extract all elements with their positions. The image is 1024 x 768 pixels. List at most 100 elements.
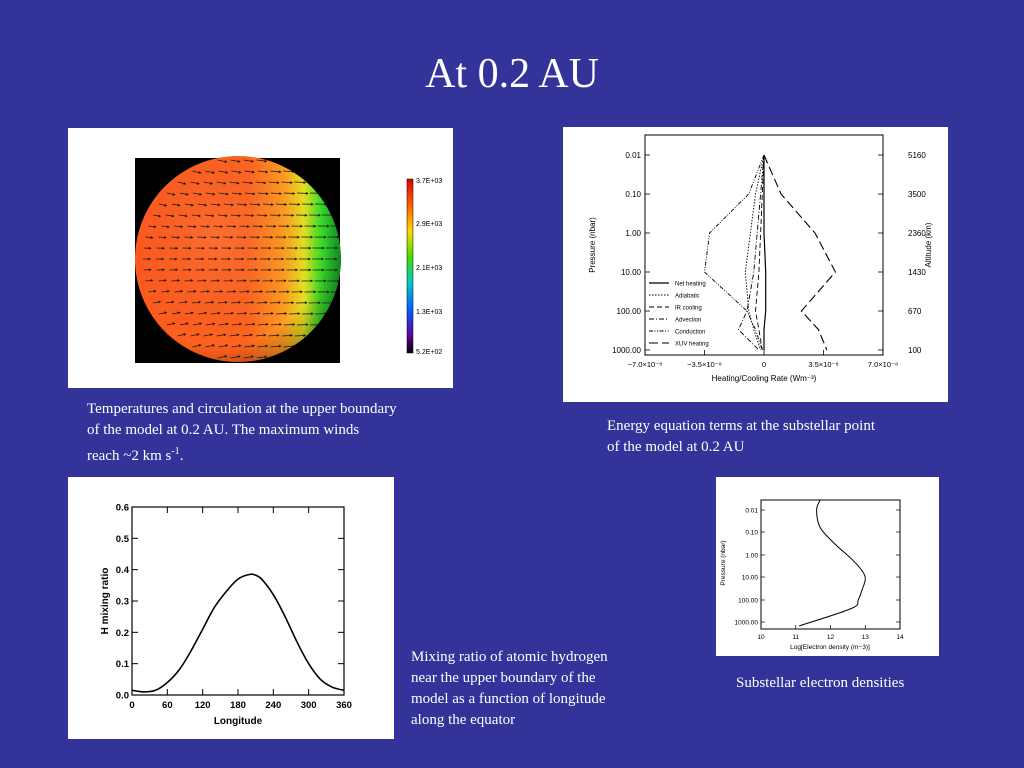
wind-arrowhead xyxy=(277,301,281,305)
wind-arrowhead xyxy=(303,181,307,184)
wind-arrowhead xyxy=(276,333,280,337)
mixing-caption: Mixing ratio of atomic hydrogen near the… xyxy=(411,647,671,731)
wind-arrowhead xyxy=(281,257,285,261)
legend-label: IR cooling xyxy=(675,306,702,312)
wind-arrow xyxy=(192,170,201,174)
wind-arrowhead xyxy=(223,333,227,337)
wind-arrowhead xyxy=(180,225,184,229)
wind-arrowhead xyxy=(227,257,231,261)
wind-arrow xyxy=(249,203,260,206)
wind-arrowhead xyxy=(257,203,261,207)
wind-arrowhead xyxy=(273,224,277,228)
wind-arrowhead xyxy=(211,171,216,174)
wind-arrowhead xyxy=(317,213,321,217)
y-axis-label: Pressure (nbar) xyxy=(720,540,727,585)
wind-arrow xyxy=(158,203,167,206)
wind-arrowhead xyxy=(265,344,269,348)
wind-arrowhead xyxy=(201,246,205,250)
wind-arrowhead xyxy=(228,268,232,272)
x-tick-label: 12 xyxy=(827,634,835,641)
wind-arrow xyxy=(239,225,249,227)
wind-arrowhead xyxy=(313,290,317,294)
wind-arrowhead xyxy=(264,301,268,304)
y-tick-label: 0.3 xyxy=(116,597,129,608)
wind-arrow xyxy=(255,334,266,337)
y-tick-label-right: 1430 xyxy=(908,268,926,277)
wind-arrow xyxy=(281,334,293,337)
wind-arrowhead xyxy=(190,279,194,282)
wind-vectors xyxy=(143,159,341,359)
wind-arrowhead xyxy=(278,344,282,348)
y-tick-label: 100.00 xyxy=(738,598,758,605)
wind-arrowhead xyxy=(340,224,341,228)
temperature-map-panel: 3.7E+03 2.9E+03 2.1E+03 1.3E+03 5.2E+02 xyxy=(68,128,453,388)
wind-arrowhead xyxy=(321,246,325,250)
wind-arrowhead xyxy=(257,279,260,283)
y-tick-label: 1000.00 xyxy=(612,346,641,355)
wind-arrow xyxy=(190,181,200,185)
wind-arrowhead xyxy=(300,290,304,294)
y-tick-label: 0.1 xyxy=(116,659,130,670)
wind-arrowhead xyxy=(166,225,170,229)
wind-arrowhead xyxy=(161,246,165,250)
wind-arrowhead xyxy=(243,279,247,283)
x-axis-ticks: 10 11 12 13 14 xyxy=(757,625,904,641)
series-line xyxy=(763,154,837,351)
wind-arrow xyxy=(158,312,167,315)
wind-arrowhead xyxy=(292,323,296,326)
wind-arrowhead xyxy=(212,322,216,326)
wind-arrowhead xyxy=(292,192,296,195)
wind-arrowhead xyxy=(225,192,229,196)
wind-arrowhead xyxy=(286,224,290,228)
x-tick-label: 240 xyxy=(265,700,281,711)
wind-arrowhead xyxy=(308,246,312,250)
wind-arrowhead xyxy=(326,224,330,228)
colorbar-tick: 1.3E+03 xyxy=(416,309,442,316)
wind-arrowhead xyxy=(211,344,216,347)
x-tick-label: −3.5×10⁻⁸ xyxy=(687,360,722,369)
wind-arrowhead xyxy=(175,246,179,250)
wind-arrowhead xyxy=(237,159,241,163)
caption-superscript: -1 xyxy=(171,446,180,457)
wind-arrowhead xyxy=(250,333,254,337)
caption-text: . xyxy=(179,448,184,464)
wind-arrowhead xyxy=(305,191,309,195)
wind-arrow xyxy=(205,323,215,326)
wind-arrowhead xyxy=(291,213,295,217)
wind-arrowhead xyxy=(296,235,300,239)
wind-arrow xyxy=(283,324,295,326)
colorbar-ticks: 3.7E+03 2.9E+03 2.1E+03 1.3E+03 5.2E+02 xyxy=(416,178,442,356)
wind-arrowhead xyxy=(251,159,255,163)
wind-arrowhead xyxy=(210,333,214,337)
wind-arrowhead xyxy=(236,181,240,185)
plot-frame xyxy=(760,499,901,630)
wind-arrowhead xyxy=(264,159,268,163)
wind-arrowhead xyxy=(243,235,247,239)
wind-arrow xyxy=(184,203,194,206)
wind-arrow xyxy=(262,312,274,315)
temperature-map: 3.7E+03 2.9E+03 2.1E+03 1.3E+03 5.2E+02 xyxy=(135,156,442,363)
wind-arrowhead xyxy=(175,268,179,272)
wind-arrowhead xyxy=(283,279,287,283)
wind-arrowhead xyxy=(196,182,200,185)
wind-arrowhead xyxy=(251,214,255,217)
wind-arrowhead xyxy=(237,355,241,359)
wind-arrow xyxy=(229,181,239,184)
wind-arrow xyxy=(257,345,268,348)
wind-arrow xyxy=(218,170,228,174)
wind-arrow xyxy=(161,225,170,228)
series-line xyxy=(737,154,765,351)
wind-arrowhead xyxy=(198,214,202,218)
wind-arrowhead xyxy=(150,279,154,282)
wind-arrowhead xyxy=(223,181,227,185)
wind-arrow xyxy=(171,236,180,238)
wind-arrow xyxy=(268,181,279,184)
x-tick-label: 3.5×10⁻⁸ xyxy=(808,360,838,369)
y-tick-label: 0.01 xyxy=(625,151,641,160)
wind-arrow xyxy=(217,159,227,163)
wind-arrow xyxy=(249,312,260,315)
wind-arrow xyxy=(165,301,174,304)
wind-arrowhead xyxy=(185,322,189,326)
caption-line: model as a function of longitude xyxy=(411,691,606,707)
